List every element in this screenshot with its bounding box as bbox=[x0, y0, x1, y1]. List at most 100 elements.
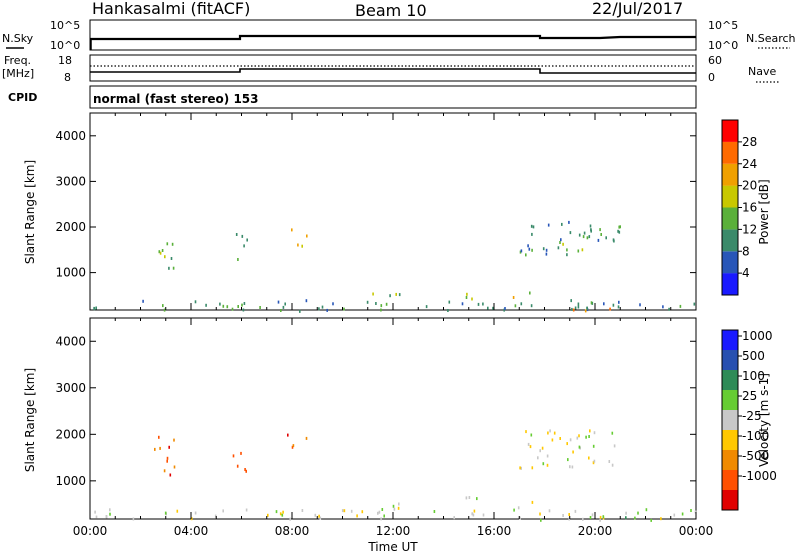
data-cell bbox=[163, 469, 166, 473]
data-cell bbox=[545, 252, 548, 256]
data-cell bbox=[222, 304, 225, 308]
colorbar-swatch bbox=[722, 163, 738, 186]
data-cell bbox=[569, 231, 572, 235]
data-cell bbox=[520, 302, 523, 306]
data-cell bbox=[588, 435, 590, 438]
data-cell bbox=[561, 222, 563, 226]
y-tick-label: 2000 bbox=[55, 220, 86, 234]
data-cell bbox=[448, 300, 451, 304]
data-cell bbox=[571, 307, 573, 311]
colorbar-swatch bbox=[722, 410, 738, 430]
data-cell bbox=[582, 517, 584, 521]
data-cell bbox=[539, 512, 541, 516]
x-tick-label: 08:00 bbox=[275, 524, 310, 538]
freq-tick-top: 18 bbox=[58, 54, 72, 67]
data-cell bbox=[318, 514, 320, 518]
data-cell bbox=[559, 241, 561, 244]
data-cell bbox=[586, 236, 589, 240]
freq-label-2: [MHz] bbox=[2, 67, 34, 80]
colorbar-tick-label: 16 bbox=[742, 201, 757, 215]
data-cell bbox=[241, 303, 243, 307]
data-cell bbox=[579, 446, 581, 450]
data-cell bbox=[267, 513, 269, 517]
data-cell bbox=[540, 518, 542, 522]
data-cell bbox=[603, 302, 605, 306]
data-cell bbox=[599, 515, 602, 519]
data-cell bbox=[528, 247, 531, 251]
data-cell bbox=[577, 305, 580, 309]
data-cell bbox=[318, 307, 320, 311]
data-cell bbox=[547, 223, 550, 227]
data-cell bbox=[166, 459, 168, 463]
data-cell bbox=[161, 249, 164, 252]
data-cell bbox=[398, 293, 401, 297]
data-cell bbox=[568, 220, 570, 224]
x-tick-label: 16:00 bbox=[477, 524, 512, 538]
data-cell bbox=[487, 306, 489, 310]
data-cell bbox=[471, 512, 473, 516]
colorbar-tick-label: 28 bbox=[742, 135, 757, 149]
data-cell bbox=[306, 234, 308, 238]
data-cell bbox=[592, 461, 595, 465]
data-cell bbox=[361, 510, 364, 514]
data-cell bbox=[668, 307, 670, 311]
data-cell bbox=[163, 308, 166, 312]
data-cell bbox=[232, 454, 235, 458]
data-cell bbox=[589, 224, 592, 228]
colorbar-swatch bbox=[722, 350, 738, 370]
data-cell bbox=[570, 299, 572, 303]
data-cell bbox=[398, 502, 400, 506]
freq-tick-bottom: 8 bbox=[64, 71, 71, 84]
data-cell bbox=[291, 445, 294, 449]
velocity-y-label: Slant Range [km] bbox=[23, 368, 37, 472]
data-cell bbox=[577, 249, 580, 253]
data-cell bbox=[425, 305, 428, 309]
data-cell bbox=[551, 438, 554, 442]
data-cell bbox=[519, 516, 521, 520]
data-cell bbox=[599, 518, 601, 522]
data-cell bbox=[194, 511, 197, 515]
data-cell bbox=[503, 308, 505, 312]
colorbar-swatch bbox=[722, 141, 738, 164]
power-cells-group bbox=[93, 220, 696, 313]
data-cell bbox=[617, 305, 620, 309]
cpid-value: normal (fast stereo) 153 bbox=[93, 92, 259, 106]
data-cell bbox=[378, 510, 381, 514]
data-cell bbox=[377, 511, 379, 515]
data-cell bbox=[332, 302, 334, 306]
data-cell bbox=[472, 513, 475, 517]
power-x-ticks bbox=[89, 113, 697, 310]
data-cell bbox=[245, 469, 247, 473]
colorbar-swatch bbox=[722, 207, 738, 230]
data-cell bbox=[222, 509, 224, 513]
data-cell bbox=[280, 309, 282, 312]
data-cell bbox=[530, 224, 533, 228]
colorbar-tick-label: -1000 bbox=[742, 469, 777, 483]
data-cell bbox=[589, 516, 592, 519]
data-cell bbox=[226, 305, 229, 309]
data-cell bbox=[291, 228, 293, 232]
data-cell bbox=[582, 235, 585, 239]
data-cell bbox=[433, 510, 436, 513]
nsky-panel bbox=[89, 19, 697, 51]
data-cell bbox=[389, 294, 391, 298]
nsky-trace bbox=[90, 34, 696, 41]
data-cell bbox=[242, 308, 245, 312]
data-cell bbox=[602, 515, 605, 519]
beam-title: Beam 10 bbox=[355, 1, 427, 20]
data-cell bbox=[214, 514, 217, 518]
data-cell bbox=[297, 243, 299, 247]
colorbar-tick-label: -500 bbox=[742, 449, 769, 463]
data-cell bbox=[477, 302, 480, 306]
colorbar-swatch bbox=[722, 229, 738, 252]
data-cell bbox=[611, 431, 614, 435]
colorbar-tick-label: 25 bbox=[742, 389, 757, 403]
colorbar-tick-label: 20 bbox=[742, 179, 757, 193]
data-cell bbox=[617, 229, 619, 233]
data-cell bbox=[380, 517, 382, 521]
colorbar-swatch bbox=[722, 330, 738, 350]
data-cell bbox=[531, 500, 534, 504]
data-cell bbox=[259, 306, 261, 309]
colorbar-swatch bbox=[722, 185, 738, 208]
